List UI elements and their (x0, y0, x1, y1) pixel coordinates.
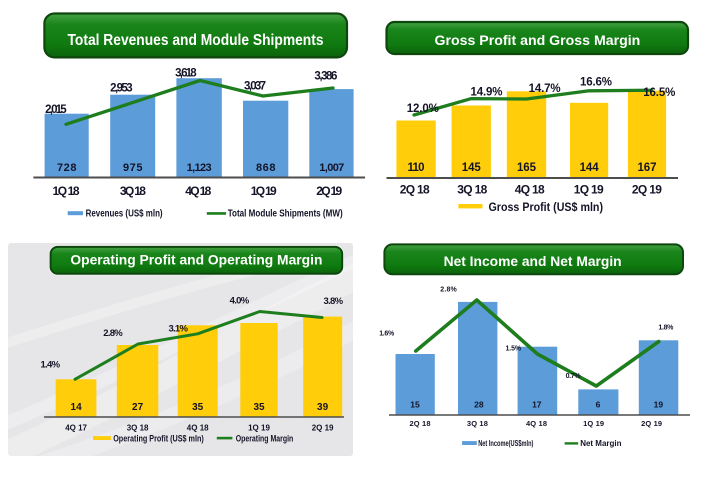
svg-text:2,015: 2,015 (45, 104, 67, 116)
svg-text:1,123: 1,123 (187, 162, 212, 174)
svg-text:27: 27 (132, 402, 144, 413)
svg-text:19: 19 (654, 400, 664, 410)
svg-text:2.8%: 2.8% (440, 287, 457, 294)
svg-text:3Q 18: 3Q 18 (127, 424, 149, 433)
svg-text:16.5%: 16.5% (643, 87, 675, 99)
svg-text:Gross Profit (US$ mln): Gross Profit (US$ mln) (489, 200, 604, 214)
svg-text:14.7%: 14.7% (529, 83, 561, 95)
svg-text:1.6%: 1.6% (379, 331, 395, 338)
svg-text:110: 110 (408, 162, 425, 174)
svg-text:Operating Profit and Operating: Operating Profit and Operating Margin (70, 253, 322, 268)
svg-text:Operating Margin: Operating Margin (236, 434, 294, 444)
svg-text:17: 17 (532, 400, 542, 410)
svg-text:2Q 19: 2Q 19 (316, 184, 342, 198)
svg-text:167: 167 (638, 162, 657, 174)
svg-text:1,007: 1,007 (319, 162, 344, 174)
svg-text:Net Margin: Net Margin (580, 439, 621, 448)
svg-text:2Q 18: 2Q 18 (410, 419, 431, 428)
svg-text:1Q 19: 1Q 19 (583, 419, 604, 428)
svg-text:144: 144 (580, 162, 600, 174)
svg-text:1Q 19: 1Q 19 (248, 424, 270, 433)
svg-text:1.5%: 1.5% (506, 346, 522, 353)
svg-text:2Q 19: 2Q 19 (641, 419, 662, 428)
svg-text:28: 28 (474, 400, 484, 410)
svg-text:Total Revenues and Module Ship: Total Revenues and Module Shipments (68, 32, 324, 49)
svg-text:Net Income and Net Margin: Net Income and Net Margin (444, 253, 622, 269)
svg-text:4Q 18: 4Q 18 (187, 424, 209, 433)
svg-text:Revenues (US$ mln): Revenues (US$ mln) (86, 209, 163, 220)
svg-text:4Q 17: 4Q 17 (65, 424, 87, 433)
svg-text:1.8%: 1.8% (658, 325, 674, 332)
svg-text:868: 868 (256, 162, 276, 174)
svg-text:2Q 18: 2Q 18 (400, 183, 430, 197)
svg-text:Total Module Shipments (MW): Total Module Shipments (MW) (228, 209, 343, 220)
svg-text:1.4%: 1.4% (41, 359, 61, 370)
svg-text:Gross Profit and Gross Margin: Gross Profit and Gross Margin (435, 32, 641, 48)
svg-text:Operating Profit (US$ mln): Operating Profit (US$ mln) (113, 434, 204, 444)
svg-text:0.7%: 0.7% (566, 373, 582, 380)
svg-text:1Q 18: 1Q 18 (53, 184, 80, 198)
svg-text:12.0%: 12.0% (407, 103, 439, 115)
svg-text:Net Income(US$mln): Net Income(US$mln) (478, 439, 533, 448)
svg-text:165: 165 (517, 162, 537, 174)
svg-text:3,618: 3,618 (175, 67, 197, 79)
svg-text:14.9%: 14.9% (471, 86, 503, 98)
svg-text:1Q 19: 1Q 19 (251, 184, 277, 198)
svg-text:15: 15 (410, 400, 420, 410)
svg-text:3.1%: 3.1% (168, 324, 188, 335)
svg-text:35: 35 (192, 402, 204, 413)
svg-text:39: 39 (317, 402, 329, 413)
svg-text:2,953: 2,953 (110, 82, 132, 94)
svg-text:3,386: 3,386 (314, 71, 337, 83)
svg-text:728: 728 (57, 162, 77, 174)
svg-text:6: 6 (596, 400, 601, 410)
svg-text:3Q 18: 3Q 18 (457, 183, 487, 197)
svg-text:4.0%: 4.0% (230, 296, 250, 307)
svg-text:16.6%: 16.6% (580, 77, 612, 89)
svg-text:4Q 18: 4Q 18 (526, 419, 547, 428)
svg-text:2Q 19: 2Q 19 (312, 424, 334, 433)
svg-text:35: 35 (253, 402, 265, 413)
svg-text:3Q 18: 3Q 18 (467, 419, 488, 428)
svg-text:14: 14 (71, 402, 83, 413)
svg-text:3.8%: 3.8% (324, 296, 344, 307)
svg-text:2.8%: 2.8% (103, 328, 123, 339)
svg-text:975: 975 (123, 162, 143, 174)
svg-text:145: 145 (462, 162, 482, 174)
svg-text:3,037: 3,037 (244, 80, 266, 92)
svg-text:4Q 18: 4Q 18 (185, 184, 211, 198)
svg-text:3Q 18: 3Q 18 (120, 184, 146, 198)
svg-text:2Q 19: 2Q 19 (632, 183, 662, 197)
svg-text:4Q 18: 4Q 18 (515, 183, 545, 197)
svg-text:1Q 19: 1Q 19 (574, 183, 604, 197)
